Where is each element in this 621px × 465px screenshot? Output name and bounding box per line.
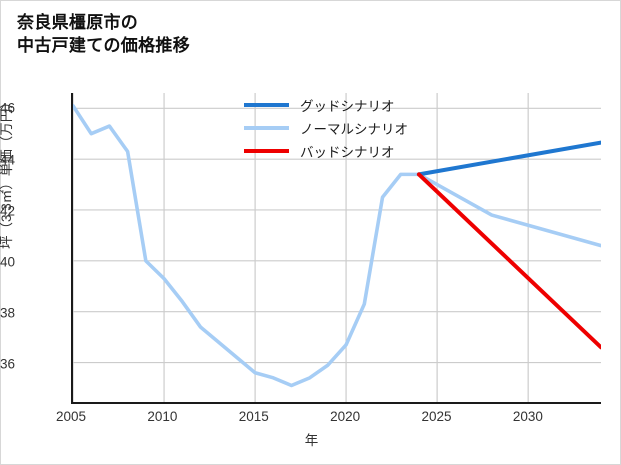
legend-label: グッドシナリオ: [300, 98, 395, 114]
x-axis-tick-label: 2030: [512, 409, 543, 424]
legend-item[interactable]: バッドシナリオ: [244, 139, 474, 162]
legend-item[interactable]: グッドシナリオ: [244, 93, 474, 116]
y-axis-label: 坪（3.3㎡）単価（万円）: [0, 95, 14, 249]
y-axis-tick-label: 38: [0, 305, 15, 321]
legend-label: ノーマルシナリオ: [300, 121, 408, 137]
x-axis-tick-label: 2020: [330, 409, 361, 424]
y-axis-tick-label: 40: [0, 254, 15, 270]
gridlines: [73, 93, 601, 402]
legend-item[interactable]: ノーマルシナリオ: [244, 116, 474, 139]
chart-legend: グッドシナリオ ノーマルシナリオ バッドシナリオ: [244, 93, 474, 162]
x-axis-tick-label: 2015: [238, 409, 269, 424]
y-axis-tick-label: 42: [0, 203, 15, 219]
plot-area: [71, 93, 601, 404]
x-axis-tick-label: 2005: [55, 409, 87, 424]
page-title: 奈良県橿原市の 中古戸建ての価格推移: [17, 13, 190, 56]
legend-swatch-icon: [244, 148, 289, 153]
x-axis-tick-label: 2010: [147, 409, 178, 424]
x-axis-tick-label: 2025: [421, 409, 452, 424]
legend-swatch-icon: [244, 125, 289, 130]
data-lines: [73, 103, 601, 388]
legend-swatch-icon: [244, 102, 289, 107]
x-axis-label: 年: [304, 433, 319, 448]
y-axis-tick-label: 46: [0, 100, 15, 116]
legend-label: バッドシナリオ: [300, 144, 395, 160]
y-axis-tick-label: 36: [0, 356, 15, 372]
y-axis-tick-label: 44: [0, 152, 15, 168]
